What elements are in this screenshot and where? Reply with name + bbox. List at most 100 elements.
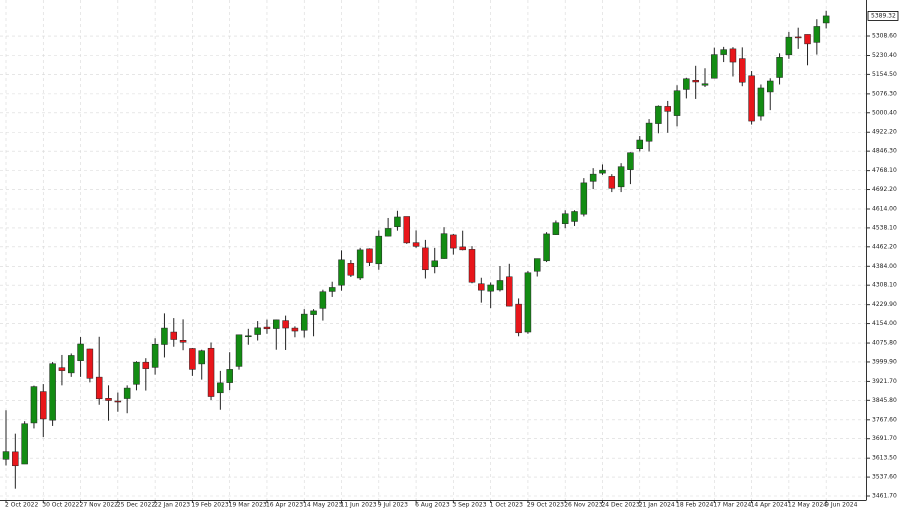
candle-body [2, 451, 10, 460]
candle-body [701, 83, 709, 86]
candle-body [86, 348, 94, 379]
candle-body [375, 235, 383, 265]
candle-body [319, 291, 327, 309]
candle-body [67, 355, 75, 374]
candle-body [664, 106, 671, 112]
candle-body [235, 334, 243, 367]
candle-body [757, 87, 765, 117]
candle-body [151, 343, 159, 368]
candle-body [571, 211, 578, 222]
x-tick-label: 27 Nov 2022 [80, 502, 119, 509]
candle-body [673, 90, 681, 116]
candle-body [310, 310, 317, 315]
candle-body [608, 176, 616, 189]
x-tick-label: 9 Jul 2023 [378, 502, 408, 509]
candle-body [338, 259, 345, 286]
candle-body [533, 258, 541, 272]
y-tick-label: 5076.30 [872, 90, 897, 97]
candle-body [524, 272, 532, 333]
x-tick-label: 12 May 2024 [788, 502, 827, 509]
candle-body [506, 276, 513, 307]
y-tick-label: 4692.20 [872, 186, 897, 193]
y-tick-label: 3537.60 [872, 474, 897, 481]
candle-body [133, 361, 140, 385]
candle-body [627, 152, 634, 170]
x-tick-label: 14 Apr 2024 [751, 502, 788, 509]
y-tick-label: 5154.50 [872, 71, 897, 78]
y-tick-label: 4075.80 [872, 340, 897, 347]
candle-body [561, 213, 569, 224]
y-tick-label: 4384.00 [872, 263, 897, 270]
x-tick-label: 17 Mar 2024 [713, 502, 751, 509]
candle-body [720, 49, 727, 55]
candle-body [226, 369, 233, 383]
candle-body [77, 343, 84, 361]
candle-body [785, 36, 793, 56]
candle-body [766, 80, 774, 93]
candle-body [599, 169, 606, 174]
y-tick-label: 5230.40 [872, 52, 897, 59]
candle-body [198, 350, 205, 365]
x-tick-label: 2 Oct 2022 [5, 502, 38, 509]
candle-body [95, 376, 103, 400]
candle-body [412, 242, 420, 247]
candle-body [440, 233, 448, 259]
candle-body [580, 182, 588, 215]
x-tick-label: 6 Aug 2023 [415, 502, 450, 509]
candle-body [21, 423, 28, 465]
candle-body [683, 78, 690, 90]
x-tick-label: 24 Dec 2023 [601, 502, 640, 509]
candle-body [468, 249, 476, 283]
candle-body [254, 327, 261, 335]
candle-body [655, 105, 662, 124]
y-tick-label: 4922.20 [872, 129, 897, 136]
y-tick-label: 4846.30 [872, 148, 897, 155]
candle-body [179, 340, 187, 343]
y-tick-label: 5308.60 [872, 33, 897, 40]
candle-body [384, 228, 392, 237]
candle-body [366, 248, 373, 263]
candle-body [30, 386, 38, 424]
candle-body [478, 283, 485, 291]
candle-body [123, 387, 131, 399]
candle-body [636, 139, 644, 149]
y-tick-label: 4229.90 [872, 301, 897, 308]
candle-body [794, 36, 802, 39]
x-tick-label: 11 Jun 2023 [341, 502, 377, 509]
y-tick-label: 3461.70 [872, 492, 897, 499]
last-price-label: 5389.32 [871, 12, 896, 19]
candle-body [617, 166, 625, 188]
y-tick-label: 3691.70 [872, 435, 897, 442]
candle-body [515, 303, 522, 334]
y-tick-label: 4154.00 [872, 320, 897, 327]
candle-body [422, 247, 429, 271]
candle-body [496, 280, 504, 291]
candle-body [645, 122, 653, 142]
candle-body [403, 216, 411, 244]
y-tick-label: 4308.10 [872, 282, 897, 289]
candle-body [711, 54, 718, 79]
candle-body [161, 327, 168, 345]
x-tick-label: 21 Jan 2024 [639, 502, 675, 509]
candle-body [459, 246, 466, 251]
candle-body [263, 326, 271, 330]
candle-body [189, 348, 196, 370]
candle-body [58, 367, 66, 371]
candle-body [347, 263, 355, 276]
y-tick-label: 3921.70 [872, 378, 897, 385]
candle-body [328, 287, 336, 292]
x-tick-label: 30 Oct 2022 [42, 502, 79, 509]
x-tick-label: 18 Feb 2024 [676, 502, 714, 509]
x-tick-label: 14 May 2023 [303, 502, 342, 509]
candle-body [291, 327, 299, 332]
y-tick-label: 3845.80 [872, 397, 897, 404]
y-tick-label: 4538.10 [872, 224, 897, 231]
x-tick-label: 16 Apr 2023 [266, 502, 303, 509]
candle-body [273, 319, 280, 329]
candle-body [170, 331, 178, 340]
candle-body [552, 222, 560, 235]
x-tick-label: 19 Feb 2023 [191, 502, 229, 509]
candle-body [776, 57, 783, 78]
